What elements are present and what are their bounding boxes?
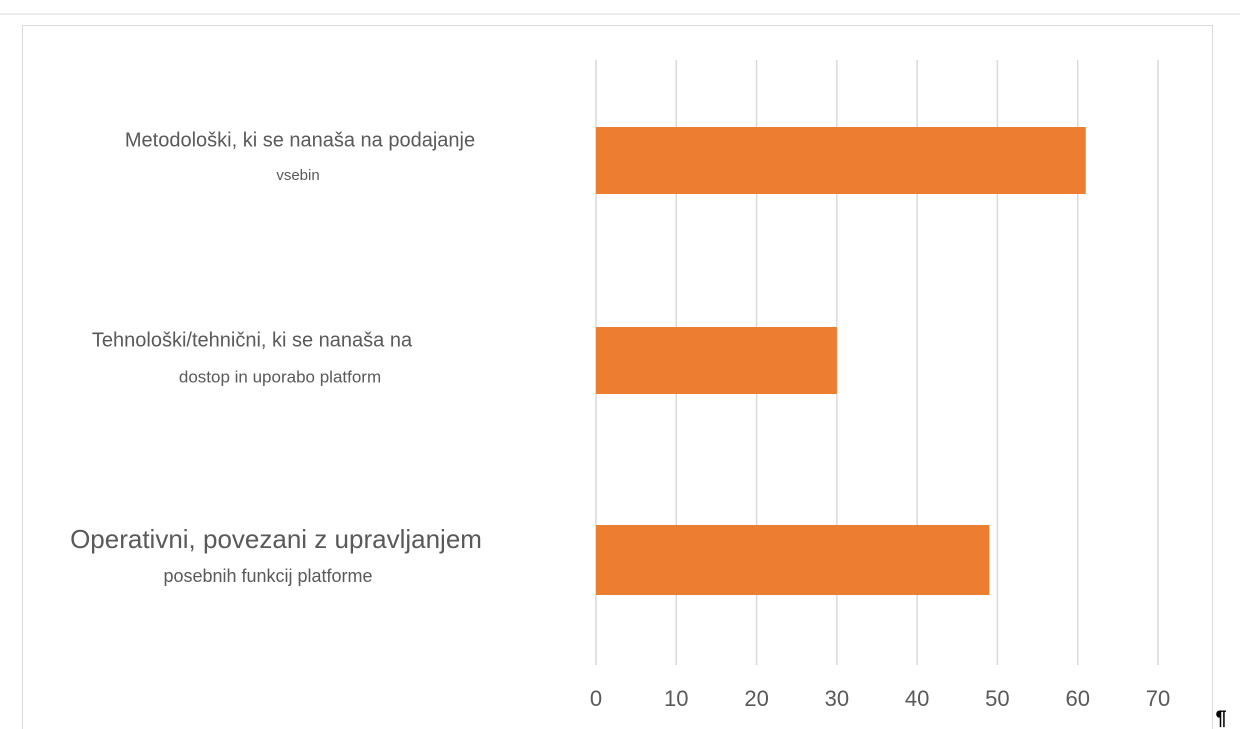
y-tick-label: Metodološki, ki se nanaša na podajanje bbox=[125, 129, 475, 151]
paragraph-mark: ¶ bbox=[1215, 707, 1226, 729]
y-tick-label: posebnih funkcij platforme bbox=[163, 566, 372, 586]
bar bbox=[596, 525, 990, 595]
y-tick-label: vsebin bbox=[276, 167, 319, 184]
bar bbox=[596, 327, 837, 394]
x-tick-label: 30 bbox=[825, 686, 849, 711]
y-tick-label: Tehnološki/tehnični, ki se nanaša na bbox=[92, 329, 413, 351]
x-tick-label: 10 bbox=[664, 686, 688, 711]
y-tick-label: Operativni, povezani z upravljanjem bbox=[70, 524, 482, 554]
y-tick-label: dostop in uporabo platform bbox=[179, 367, 381, 386]
chart-border bbox=[22, 25, 1213, 729]
x-tick-label: 70 bbox=[1146, 686, 1170, 711]
x-tick-label: 40 bbox=[905, 686, 929, 711]
bar bbox=[596, 127, 1086, 194]
x-tick-label: 50 bbox=[985, 686, 1009, 711]
x-tick-label: 0 bbox=[590, 686, 602, 711]
x-tick-label: 60 bbox=[1065, 686, 1089, 711]
x-tick-label: 20 bbox=[744, 686, 768, 711]
